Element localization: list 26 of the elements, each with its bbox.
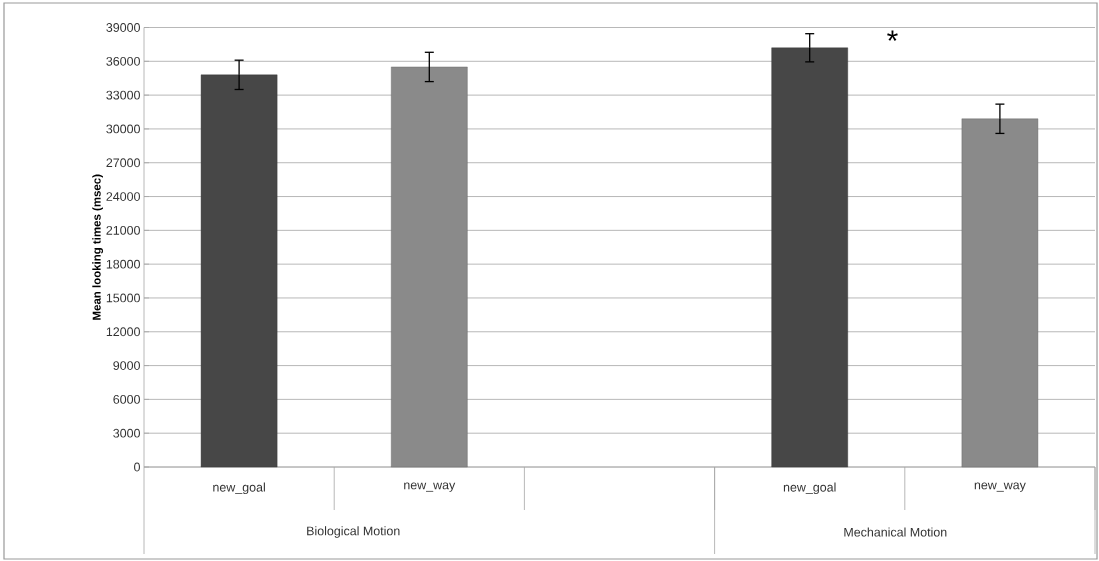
y-tick-label: 39000	[106, 23, 140, 32]
y-tick-label: 0	[134, 462, 140, 472]
y-tick-label: 33000	[106, 90, 140, 100]
y-tick-label: 36000	[106, 56, 140, 66]
x-tick-label: new_way	[404, 482, 456, 492]
annotation: *	[887, 30, 898, 41]
y-tick-label: 9000	[113, 361, 140, 370]
bar	[391, 66, 468, 468]
y-tick-label: 30000	[106, 124, 140, 134]
x-tick-label: new_goal	[783, 482, 836, 495]
y-tick-label: 24000	[106, 192, 140, 201]
bar	[200, 74, 278, 468]
y-tick-label: 21000	[106, 225, 140, 235]
y-tick-label: 12000	[106, 327, 140, 337]
bar	[961, 118, 1039, 468]
y-axis-title: Mean looking times (msec)	[92, 174, 103, 320]
x-tick-label: new_way	[974, 482, 1026, 492]
y-tick-label: 6000	[113, 394, 140, 404]
text: Biological Motion	[307, 526, 400, 538]
y-tick-label: 3000	[113, 428, 140, 438]
y-tick-label: 18000	[106, 259, 140, 269]
bar	[771, 47, 848, 468]
y-tick-label: 15000	[106, 293, 140, 303]
x-tick-label: new_goal	[213, 482, 265, 495]
text: Mechanical Motion	[844, 527, 947, 537]
y-tick-label: 27000	[106, 158, 140, 168]
